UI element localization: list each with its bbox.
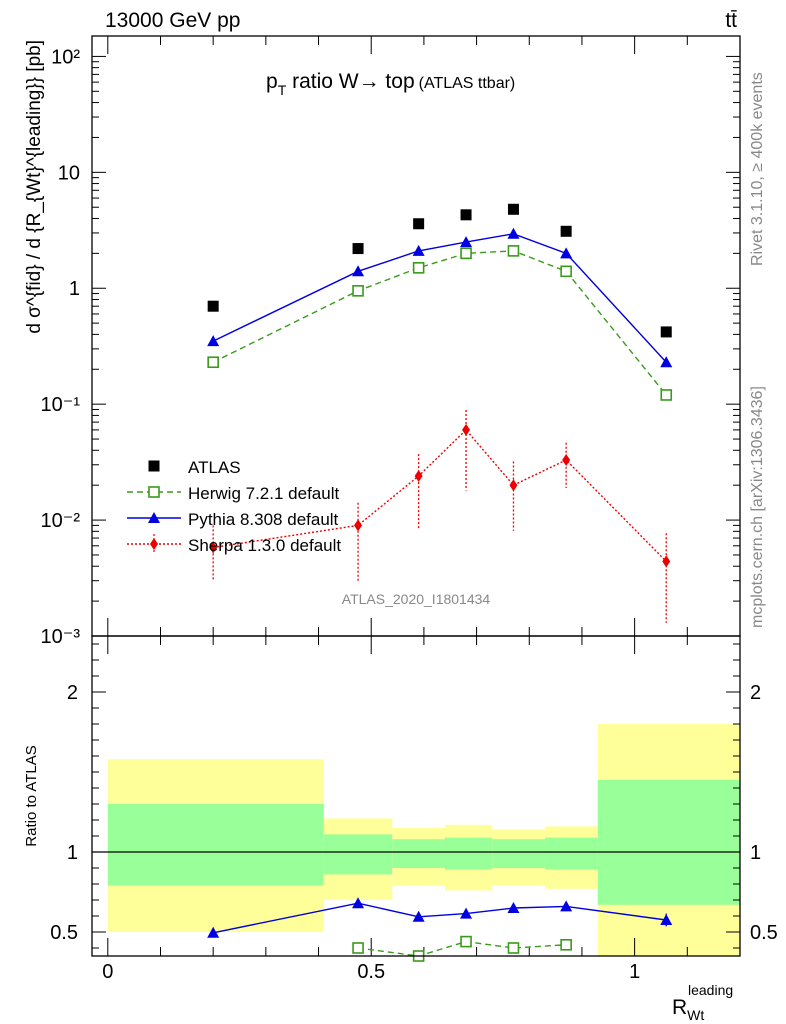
main-y-tick-label: 10² <box>51 46 80 68</box>
ratio-herwig-point <box>507 942 520 954</box>
ratio-uncertainty-bands <box>92 724 740 956</box>
ratio-y-axis-label: Ratio to ATLAS <box>23 745 40 846</box>
analysis-watermark: ATLAS_2020_I1801434 <box>342 591 491 607</box>
legend-label-pythia: Pythia 8.308 default <box>188 510 339 529</box>
ratio-herwig-point <box>460 935 472 948</box>
sherpa-point <box>462 423 471 436</box>
herwig-point <box>207 356 219 369</box>
pythia-point <box>507 227 520 239</box>
sherpa-point <box>662 555 671 568</box>
ratio-pythia-point <box>207 926 220 938</box>
main-y-tick-label: 10⁻³ <box>41 626 81 648</box>
atlas-point <box>207 300 219 312</box>
sherpa-point <box>354 519 363 532</box>
legend-marker-atlas <box>148 460 160 472</box>
herwig-line <box>212 250 667 396</box>
ratio-herwig-point <box>352 942 364 954</box>
main-y-tick-label: 10 <box>58 162 80 184</box>
ratio-pythia-point <box>460 907 473 919</box>
ratio-pythia-point <box>660 914 673 925</box>
herwig-point <box>560 265 572 278</box>
pythia-point <box>352 265 365 277</box>
legend-entry-atlas: ATLAS <box>148 458 241 477</box>
legend-marker-herwig <box>148 486 160 498</box>
pythia-point <box>660 356 673 368</box>
pythia-line <box>212 233 667 363</box>
herwig-point <box>412 262 425 274</box>
main-y-tick-label: 10⁻² <box>41 510 81 532</box>
ratio-pythia-point <box>412 910 425 922</box>
ratio-band-green-0 <box>107 804 324 886</box>
x-axis-label-superscript: leading <box>688 982 733 998</box>
ratio-panel-series <box>207 897 673 962</box>
chart-title: pT ratio W→ top (ATLAS ttbar) <box>266 70 515 98</box>
ratio-band-green-2 <box>392 839 445 868</box>
ratio-series-pythia <box>207 897 673 938</box>
ratio-y-tick-label-right: 0.5 <box>750 922 778 944</box>
sherpa-point <box>414 470 423 483</box>
series-herwig <box>207 245 673 401</box>
ratio-series-herwig <box>352 935 572 962</box>
series-sherpa <box>209 410 671 623</box>
sherpa-point <box>509 479 518 492</box>
energy-label: 13000 GeV pp <box>105 9 240 32</box>
ratio-herwig-point <box>560 938 572 951</box>
ratio-band-green-4 <box>492 839 546 868</box>
ratio-pythia-point <box>560 900 573 912</box>
main-y-tick-label: 10⁻¹ <box>41 394 81 416</box>
ratio-pythia-point <box>352 897 365 909</box>
legend-label-atlas: ATLAS <box>188 458 241 477</box>
ratio-y-tick-label-right: 1 <box>750 842 761 864</box>
atlas-point <box>352 243 364 255</box>
legend-entry-sherpa: Sherpa 1.3.0 default <box>127 534 341 555</box>
ratio-y-tick-label: 1 <box>67 842 78 864</box>
legend-marker-pythia <box>148 512 160 523</box>
process-label: tt̄ <box>725 9 737 32</box>
x-tick-label: 1 <box>629 961 640 983</box>
atlas-point <box>413 218 425 230</box>
herwig-point <box>352 285 364 297</box>
main-panel-ticks: 10² 10 1 10⁻¹ 10⁻² 10⁻³ <box>41 36 741 648</box>
pythia-point <box>560 247 573 259</box>
x-tick-label: 0 <box>102 961 113 983</box>
ratio-band-green-1 <box>323 834 393 875</box>
ratio-band-green-5 <box>545 837 598 870</box>
main-panel-series <box>207 203 673 623</box>
sherpa-point <box>562 453 571 466</box>
ratio-y-tick-label-right: 2 <box>750 682 761 704</box>
atlas-point <box>560 225 572 237</box>
main-y-tick-label: 1 <box>69 278 80 300</box>
pythia-point <box>412 244 425 256</box>
atlas-point <box>460 209 472 221</box>
legend-marker-sherpa <box>150 538 158 550</box>
mcplots-label: mcplots.cern.ch [arXiv:1306.3436] <box>749 386 766 628</box>
main-y-axis-label: d σ^{fid} / d {R_{Wt}^{leading}} [pb] <box>24 40 45 334</box>
atlas-point <box>507 203 519 215</box>
herwig-point <box>507 245 520 257</box>
sherpa-point <box>209 541 218 554</box>
legend-entry-pythia: Pythia 8.308 default <box>127 510 339 529</box>
series-pythia <box>207 227 673 368</box>
x-axis-label: RWt <box>672 996 704 1023</box>
series-atlas <box>207 203 672 338</box>
legend-label-sherpa: Sherpa 1.3.0 default <box>188 536 341 555</box>
pythia-point <box>207 335 220 347</box>
x-tick-label: 0.5 <box>357 961 385 983</box>
ratio-y-tick-label: 0.5 <box>50 922 78 944</box>
ratio-band-green-6 <box>597 780 740 905</box>
ratio-pythia-point <box>507 902 520 913</box>
legend: ATLAS Herwig 7.2.1 default Pythia 8.308 de… <box>127 458 341 555</box>
herwig-point <box>660 389 673 401</box>
ratio-panel-ticks: 0.5 0.5 1 1 2 2 0 0.5 1 <box>50 636 778 983</box>
ratio-panel-frame <box>91 635 741 957</box>
ratio-y-tick-label: 2 <box>67 682 78 704</box>
legend-label-herwig: Herwig 7.2.1 default <box>188 484 339 503</box>
legend-entry-herwig: Herwig 7.2.1 default <box>127 484 339 503</box>
rivet-label: Rivet 3.1.10, ≥ 400k events <box>749 72 766 266</box>
herwig-point <box>460 247 472 260</box>
ratio-band-green-3 <box>444 837 493 870</box>
atlas-point <box>660 326 672 338</box>
pythia-point <box>460 236 473 248</box>
